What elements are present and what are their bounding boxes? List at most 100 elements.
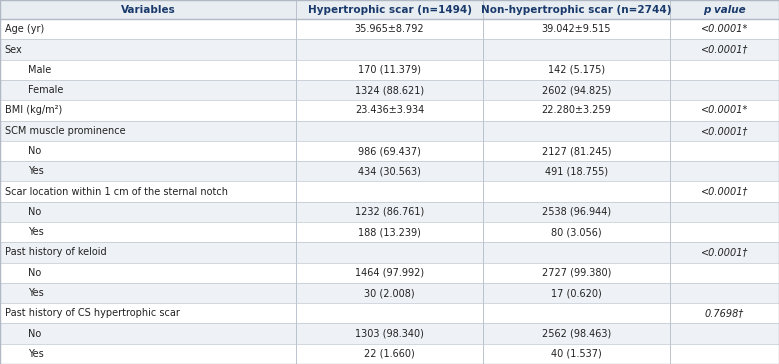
Bar (483, 262, 670, 283)
Bar (483, 181, 670, 202)
Text: 170 (11.379): 170 (11.379) (358, 65, 421, 75)
Bar (0, 120, 779, 141)
Bar (483, 222, 670, 242)
Text: <0.0001†: <0.0001† (701, 44, 748, 55)
Bar (0, 262, 296, 283)
Text: 491 (18.755): 491 (18.755) (545, 166, 608, 176)
Bar (670, 222, 779, 242)
Bar (296, 262, 483, 283)
Text: Yes: Yes (28, 227, 44, 237)
Text: 0.7698†: 0.7698† (705, 308, 744, 318)
Text: 188 (13.239): 188 (13.239) (358, 227, 421, 237)
Bar (670, 242, 779, 262)
Text: 2727 (99.380): 2727 (99.380) (541, 268, 612, 278)
Text: 434 (30.563): 434 (30.563) (358, 166, 421, 176)
Bar (0, 39, 779, 60)
Bar (296, 60, 483, 80)
Text: 22 (1.660): 22 (1.660) (364, 349, 415, 359)
Text: 2602 (94.825): 2602 (94.825) (541, 85, 612, 95)
Bar (296, 0, 483, 19)
Bar (0, 222, 779, 242)
Text: 1303 (98.340): 1303 (98.340) (355, 329, 424, 339)
Bar (670, 181, 779, 202)
Bar (0, 202, 296, 222)
Bar (0, 242, 296, 262)
Bar (670, 120, 779, 141)
Text: Past history of CS hypertrophic scar: Past history of CS hypertrophic scar (5, 308, 179, 318)
Bar (670, 60, 779, 80)
Text: <0.0001†: <0.0001† (701, 248, 748, 257)
Bar (0, 161, 296, 181)
Bar (0, 141, 296, 161)
Bar (670, 344, 779, 364)
Bar (0, 283, 779, 303)
Text: Variables: Variables (121, 5, 175, 15)
Bar (0, 283, 296, 303)
Text: Sex: Sex (5, 44, 23, 55)
Bar (0, 344, 296, 364)
Bar (0, 120, 296, 141)
Text: 1324 (88.621): 1324 (88.621) (355, 85, 424, 95)
Text: 22.280±3.259: 22.280±3.259 (541, 106, 612, 115)
Bar (670, 283, 779, 303)
Bar (483, 100, 670, 120)
Bar (670, 161, 779, 181)
Bar (670, 0, 779, 19)
Text: <0.0001*: <0.0001* (701, 106, 748, 115)
Bar (483, 202, 670, 222)
Text: <0.0001†: <0.0001† (701, 126, 748, 136)
Bar (296, 283, 483, 303)
Bar (670, 19, 779, 39)
Bar (0, 80, 296, 100)
Bar (0, 0, 296, 19)
Text: Yes: Yes (28, 166, 44, 176)
Bar (296, 100, 483, 120)
Bar (670, 39, 779, 60)
Text: 2562 (98.463): 2562 (98.463) (542, 329, 611, 339)
Bar (0, 100, 296, 120)
Bar (483, 344, 670, 364)
Bar (0, 181, 296, 202)
Bar (0, 262, 779, 283)
Bar (0, 19, 779, 39)
Text: 1464 (97.992): 1464 (97.992) (355, 268, 424, 278)
Bar (0, 303, 296, 324)
Text: 142 (5.175): 142 (5.175) (548, 65, 605, 75)
Bar (483, 120, 670, 141)
Bar (0, 242, 779, 262)
Bar (0, 60, 296, 80)
Text: SCM muscle prominence: SCM muscle prominence (5, 126, 125, 136)
Bar (670, 80, 779, 100)
Bar (670, 141, 779, 161)
Bar (0, 181, 779, 202)
Bar (483, 0, 670, 19)
Bar (483, 324, 670, 344)
Bar (483, 60, 670, 80)
Text: 39.042±9.515: 39.042±9.515 (541, 24, 612, 34)
Bar (296, 303, 483, 324)
Text: 23.436±3.934: 23.436±3.934 (355, 106, 424, 115)
Bar (670, 262, 779, 283)
Text: 35.965±8.792: 35.965±8.792 (354, 24, 425, 34)
Text: Past history of keloid: Past history of keloid (5, 248, 106, 257)
Bar (483, 161, 670, 181)
Bar (296, 120, 483, 141)
Text: Scar location within 1 cm of the sternal notch: Scar location within 1 cm of the sternal… (5, 187, 227, 197)
Bar (0, 303, 779, 324)
Bar (0, 100, 779, 120)
Bar (296, 161, 483, 181)
Text: 40 (1.537): 40 (1.537) (551, 349, 602, 359)
Text: Age (yr): Age (yr) (5, 24, 44, 34)
Bar (296, 222, 483, 242)
Bar (0, 19, 296, 39)
Bar (0, 222, 296, 242)
Text: Non-hypertrophic scar (n=2744): Non-hypertrophic scar (n=2744) (481, 5, 671, 15)
Text: 1232 (86.761): 1232 (86.761) (355, 207, 424, 217)
Text: Hypertrophic scar (n=1494): Hypertrophic scar (n=1494) (308, 5, 471, 15)
Bar (483, 80, 670, 100)
Bar (296, 39, 483, 60)
Text: p value: p value (703, 5, 746, 15)
Bar (296, 324, 483, 344)
Bar (483, 19, 670, 39)
Text: 30 (2.008): 30 (2.008) (365, 288, 414, 298)
